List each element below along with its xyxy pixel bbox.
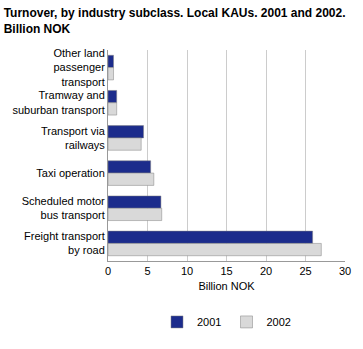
svg-text:Transport viarailways: Transport viarailways <box>41 125 106 151</box>
svg-text:Billion NOK: Billion NOK <box>198 280 255 292</box>
svg-text:Scheduled motorbus transport: Scheduled motorbus transport <box>22 195 105 221</box>
svg-text:Other landpassengertransport: Other landpassengertransport <box>53 47 105 88</box>
svg-text:5: 5 <box>144 265 150 277</box>
svg-text:2001: 2001 <box>197 316 221 328</box>
svg-text:15: 15 <box>220 265 232 277</box>
svg-text:10: 10 <box>181 265 193 277</box>
svg-text:0: 0 <box>105 265 111 277</box>
svg-text:Freight transportby road: Freight transportby road <box>24 230 105 256</box>
svg-text:30: 30 <box>339 265 351 277</box>
svg-text:20: 20 <box>260 265 272 277</box>
svg-text:2002: 2002 <box>266 316 290 328</box>
svg-text:Taxi operation: Taxi operation <box>36 167 105 179</box>
svg-text:Tramway andsuburban transport: Tramway andsuburban transport <box>12 89 104 115</box>
svg-text:Turnover, by industry subclass: Turnover, by industry subclass. Local KA… <box>4 6 346 36</box>
svg-text:25: 25 <box>299 265 311 277</box>
